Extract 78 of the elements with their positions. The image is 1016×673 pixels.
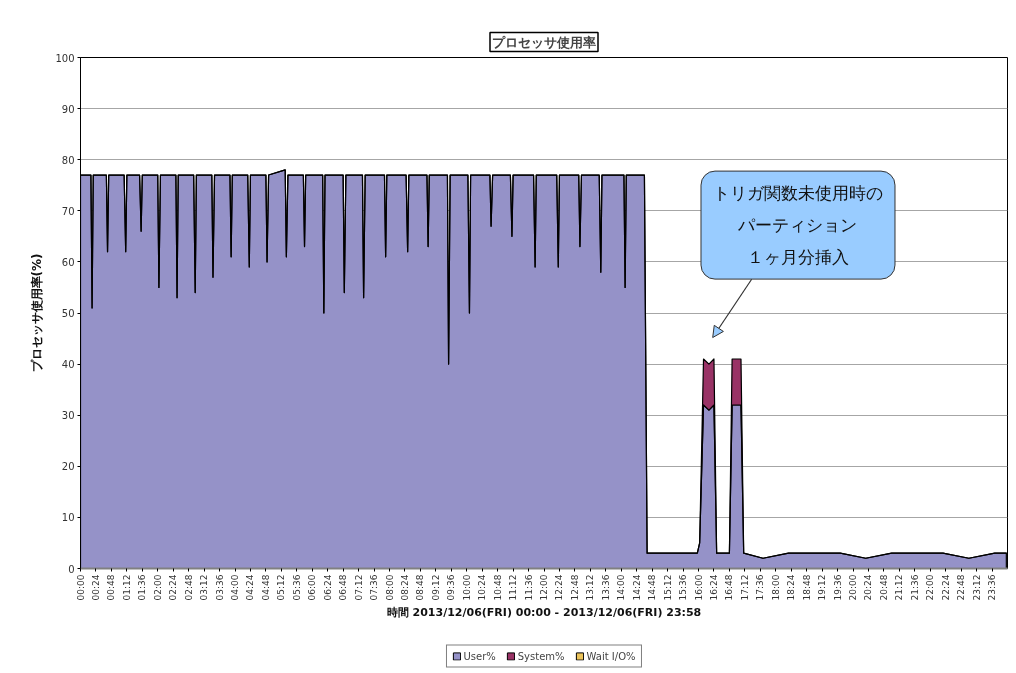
x-tick-label: 18:48 [801, 574, 812, 601]
x-tick-label: 16:24 [708, 574, 719, 601]
x-tick-label: 12:48 [569, 574, 580, 601]
annotation: トリガ関数未使用時のパーティション１ヶ月分挿入 [713, 183, 883, 268]
x-tick-label: 02:48 [183, 574, 194, 601]
x-tick-label: 22:24 [940, 574, 951, 601]
legend-label: User% [463, 650, 496, 661]
x-tick-label: 06:00 [307, 574, 318, 601]
y-axis-title: プロセッサ使用率(%) [30, 253, 45, 373]
y-tick-label: 40 [61, 359, 75, 371]
x-tick-label: 18:00 [770, 574, 781, 601]
x-tick-label: 23:12 [971, 574, 982, 601]
x-tick-label: 12:24 [554, 574, 565, 601]
chart-title: プロセッサ使用率 [492, 34, 596, 50]
x-tick-label: 01:12 [121, 574, 132, 601]
x-tick-label: 00:00 [75, 574, 86, 601]
x-tick-label: 11:36 [523, 574, 534, 601]
x-tick-label: 14:48 [647, 574, 658, 601]
x-tick-label: 05:36 [291, 574, 302, 601]
x-tick-label: 12:00 [539, 574, 549, 601]
x-tick-label: 23:36 [987, 574, 998, 601]
x-tick-label: 04:48 [260, 574, 271, 601]
x-tick-label: 15:12 [662, 574, 673, 601]
x-tick-label: 03:36 [214, 574, 225, 601]
x-tick-label: 08:48 [415, 574, 426, 601]
y-tick-label: 90 [61, 103, 75, 115]
x-tick-label: 07:36 [369, 574, 380, 601]
x-tick-label: 22:00 [925, 574, 936, 601]
x-tick-label: 06:24 [322, 574, 333, 601]
x-tick-label: 17:12 [739, 574, 750, 601]
x-tick-label: 19:12 [817, 574, 828, 601]
x-tick-label: 13:36 [600, 574, 611, 601]
x-tick-label: 06:48 [338, 574, 349, 601]
x-axis-title: 時間 2013/12/06(FRI) 00:00 - 2013/12/06(FRI) 23:58 [386, 606, 702, 620]
legend-label: System% [517, 650, 565, 661]
y-tick-label: 70 [61, 205, 75, 217]
x-tick-label: 09:12 [430, 574, 441, 601]
x-tick-label: 02:24 [168, 574, 179, 601]
x-tick-label: 17:36 [755, 574, 766, 601]
y-tick-label: 50 [61, 308, 75, 319]
x-tick-label: 20:48 [878, 574, 889, 601]
x-tick-label: 13:12 [585, 574, 596, 601]
x-tick-label: 10:00 [461, 574, 472, 601]
x-tick-label: 16:48 [724, 574, 735, 601]
x-tick-label: 04:00 [230, 574, 240, 601]
y-tick-label: 20 [61, 461, 75, 473]
x-tick-label: 00:24 [90, 574, 101, 601]
legend-label: Wait I/O% [586, 650, 636, 661]
x-tick-label: 04:24 [245, 574, 256, 601]
x-tick-label: 01:36 [137, 574, 148, 601]
x-tick-label: 00:48 [106, 574, 117, 601]
x-tick-label: 20:00 [848, 574, 858, 601]
x-tick-label: 07:12 [353, 574, 364, 601]
x-tick-label: 02:00 [152, 574, 163, 601]
x-tick-label: 14:00 [616, 574, 627, 601]
x-tick-label: 21:36 [909, 574, 920, 601]
y-tick-label: 100 [55, 52, 75, 64]
x-tick-label: 10:48 [492, 574, 503, 601]
y-tick-label: 80 [61, 154, 75, 166]
x-tick-label: 08:24 [399, 574, 410, 601]
x-tick-label: 21:12 [894, 574, 905, 601]
x-tick-label: 10:24 [477, 574, 488, 601]
x-tick-label: 11:12 [508, 574, 519, 601]
x-tick-label: 05:12 [276, 574, 287, 601]
x-tick-label: 14:24 [631, 574, 642, 601]
x-tick-label: 09:36 [446, 574, 457, 601]
y-tick-label: 10 [61, 512, 75, 524]
y-tick-label: 60 [61, 256, 75, 268]
x-tick-label: 19:36 [832, 574, 843, 601]
x-tick-label: 08:00 [384, 574, 395, 601]
x-tick-label: 16:00 [693, 574, 704, 601]
x-tick-label: 22:48 [956, 574, 967, 601]
x-tick-label: 03:12 [199, 574, 210, 601]
x-tick-label: 15:36 [678, 574, 689, 601]
x-tick-label: 18:24 [786, 574, 797, 601]
x-tick-label: 20:24 [863, 574, 874, 601]
y-tick-label: 30 [61, 410, 75, 422]
y-tick-label: 0 [68, 563, 75, 575]
